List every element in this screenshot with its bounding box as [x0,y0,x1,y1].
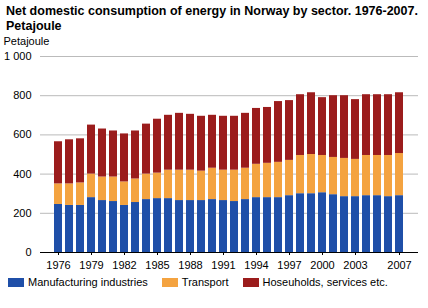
svg-text:2007: 2007 [387,259,411,271]
svg-text:200: 200 [13,207,31,219]
svg-text:1982: 1982 [112,259,136,271]
svg-text:1976: 1976 [46,259,70,271]
svg-text:1985: 1985 [145,259,169,271]
svg-text:0: 0 [25,246,31,258]
html-text:Transport: Transport [181,276,229,288]
svg-text:Petajoule: Petajoule [4,35,50,47]
html-text:Manufacturing industries: Manufacturing industries [28,276,148,288]
svg-text:400: 400 [13,168,31,180]
svg-text:2003: 2003 [343,259,367,271]
svg-text:1988: 1988 [178,259,202,271]
svg-text:600: 600 [13,128,31,140]
html-text:Net domestic consumption of en: Net domestic consumption of energy in No… [6,4,418,33]
svg-text:1994: 1994 [244,259,268,271]
svg-text:1979: 1979 [79,259,103,271]
svg-text:1 000: 1 000 [4,50,32,62]
svg-text:2000: 2000 [310,259,334,271]
svg-text:1991: 1991 [211,259,235,271]
html-text:Hoseuholds, services etc.: Hoseuholds, services etc. [262,276,388,288]
svg-text:1997: 1997 [277,259,301,271]
svg-text:800: 800 [13,89,31,101]
